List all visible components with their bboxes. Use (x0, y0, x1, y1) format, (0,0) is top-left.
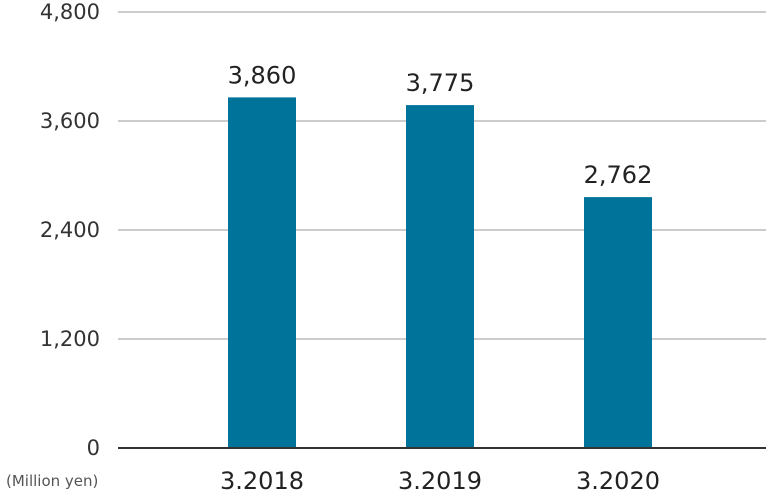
data-label: 3,775 (406, 69, 475, 97)
x-tick-label: 3.2020 (576, 467, 660, 495)
bar (584, 197, 652, 448)
y-tick-label: 0 (87, 436, 100, 460)
data-labels: 3,860 3,775 2,762 (228, 61, 653, 189)
y-axis-ticks: 0 1,200 2,400 3,600 4,800 (40, 0, 100, 460)
x-tick-label: 3.2018 (220, 467, 304, 495)
x-axis-ticks: 3.2018 3.2019 3.2020 (220, 467, 660, 495)
data-label: 3,860 (228, 61, 297, 89)
unit-label: (Million yen) (6, 472, 98, 490)
y-tick-label: 2,400 (40, 218, 100, 242)
bar (406, 105, 474, 449)
y-tick-label: 4,800 (40, 0, 100, 24)
y-tick-label: 1,200 (40, 327, 100, 351)
bars (228, 97, 652, 449)
bar (228, 97, 296, 448)
y-tick-label: 3,600 (40, 109, 100, 133)
data-label: 2,762 (584, 161, 653, 189)
x-tick-label: 3.2019 (398, 467, 482, 495)
